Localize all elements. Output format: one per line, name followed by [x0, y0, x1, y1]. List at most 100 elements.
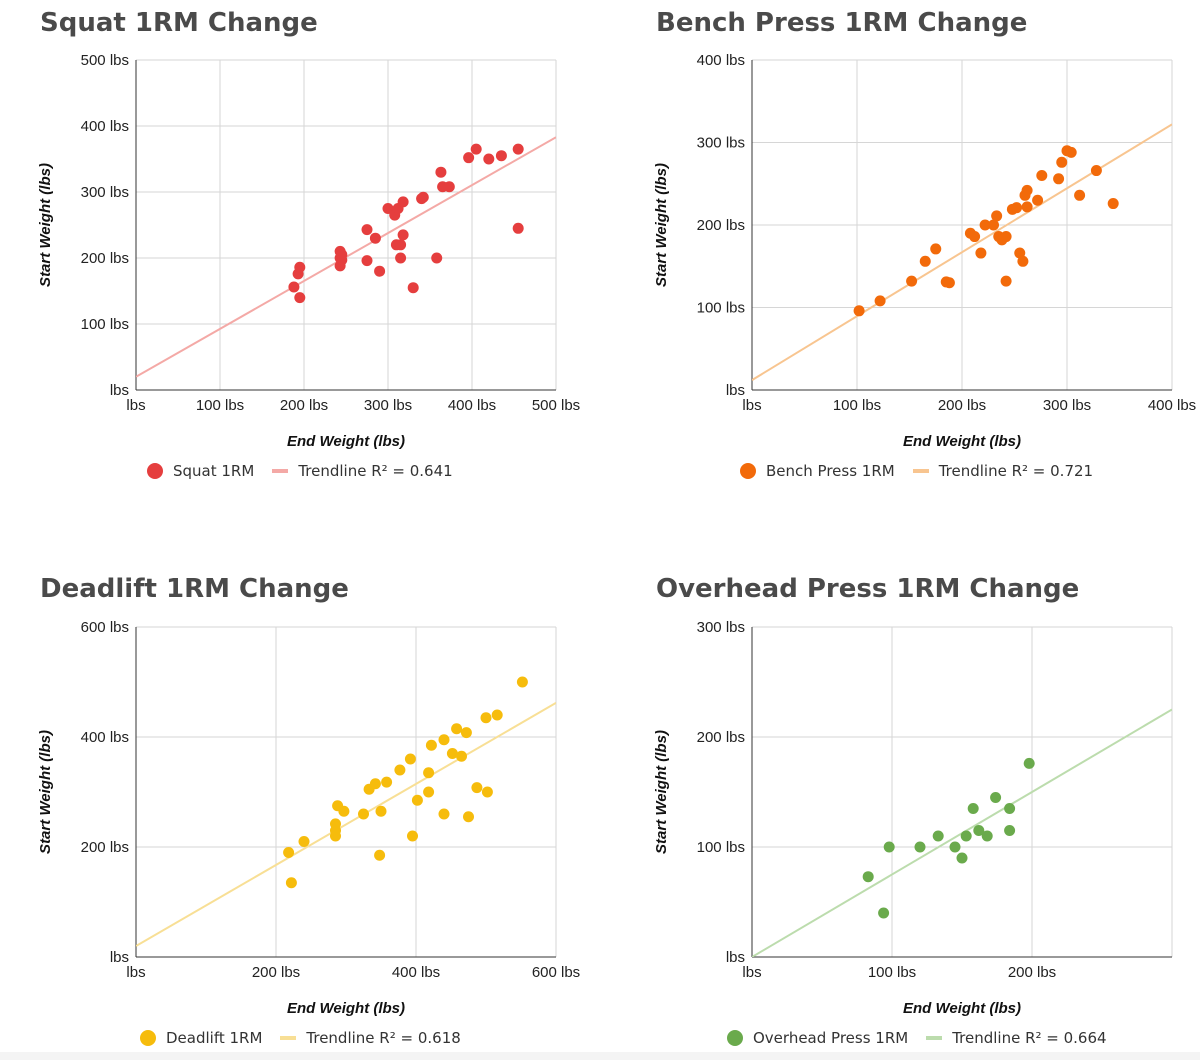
legend-trendline-marker: [912, 469, 929, 473]
data-point: [283, 847, 295, 858]
data-point: [932, 830, 944, 842]
data-point: [374, 265, 386, 277]
data-point: [397, 196, 409, 208]
data-point: [1014, 247, 1026, 259]
data-point: [298, 836, 310, 847]
x-tick-label: 200 lbs: [280, 397, 328, 414]
legend-trendline-label: Trendline R² = 0.641: [298, 462, 453, 480]
legend-series-label: Squat 1RM: [173, 462, 255, 480]
data-point: [463, 152, 475, 164]
page-bottom-strip: [0, 1052, 1200, 1060]
data-point: [1074, 189, 1086, 201]
data-point: [960, 830, 972, 842]
bench-press-scatter-chart: lbs 100 lbs 200 lbs 300 lbs 400 lbs lbs 100 lb…: [653, 52, 1196, 450]
legend-item-series[interactable]: Overhead Press 1RM: [727, 1029, 908, 1047]
data-point: [382, 203, 394, 214]
data-point: [1021, 184, 1033, 196]
legend-trendline-marker: [926, 1036, 943, 1040]
data-point: [512, 143, 524, 155]
data-point: [991, 210, 1003, 222]
legend-series-label: Overhead Press 1RM: [753, 1029, 909, 1047]
x-tick-label: 400 lbs: [392, 964, 440, 981]
data-point: [874, 295, 886, 307]
y-tick-label: 300 lbs: [81, 184, 129, 201]
data-point: [451, 723, 463, 735]
legend-series-marker: [740, 463, 756, 479]
squat-scatter-chart: lbs 100 lbs 200 lbs 300 lbs 400 lbs 500 lbs lb…: [37, 52, 580, 450]
legend-item-series[interactable]: Deadlift 1RM: [140, 1029, 262, 1047]
data-point: [956, 852, 968, 864]
legend-series-label: Bench Press 1RM: [766, 462, 895, 480]
data-point: [1023, 757, 1035, 769]
x-axis-title: End Weight (lbs): [903, 433, 1021, 450]
legend-item-series[interactable]: Squat 1RM: [147, 462, 254, 480]
data-point: [394, 764, 406, 776]
legend-item-trendline[interactable]: Trendline R² = 0.721: [912, 462, 1094, 480]
data-point: [460, 727, 472, 739]
data-point: [878, 907, 890, 919]
squat-chart-title: Squat 1RM Change: [40, 8, 318, 38]
data-point: [288, 281, 300, 293]
data-point: [862, 871, 874, 883]
data-point: [979, 219, 991, 231]
legend-trendline-label: Trendline R² = 0.721: [938, 462, 1094, 480]
y-tick-label: 400 lbs: [81, 118, 129, 135]
y-tick-label: 200 lbs: [81, 839, 129, 856]
data-point: [285, 877, 297, 889]
y-tick-label: 300 lbs: [697, 619, 745, 636]
data-point: [338, 805, 350, 817]
data-point: [1004, 803, 1016, 814]
data-point: [1036, 170, 1048, 181]
y-tick-label: lbs: [726, 949, 745, 966]
y-axis-title: Start Weight (lbs): [653, 163, 670, 287]
overhead-press-scatter-chart: lbs 100 lbs 200 lbs lbs 100 lbs 200 lbs 300 lb…: [653, 619, 1173, 1017]
y-tick-label: 300 lbs: [697, 135, 745, 152]
x-tick-label: 300 lbs: [364, 397, 412, 414]
data-point: [369, 778, 381, 790]
x-tick-label: lbs: [742, 964, 761, 981]
data-point: [990, 792, 1002, 803]
deadlift-chart-title: Deadlift 1RM Change: [40, 574, 349, 604]
legend-series-label: Deadlift 1RM: [166, 1029, 263, 1047]
data-point: [973, 825, 985, 836]
overhead-press-chart-legend: Overhead Press 1RM Trendline R² = 0.664: [727, 1029, 1125, 1047]
data-point: [491, 709, 503, 721]
data-point: [417, 191, 429, 203]
data-point: [358, 808, 369, 820]
data-point: [1021, 201, 1033, 213]
data-point: [949, 841, 961, 853]
data-point: [975, 247, 987, 259]
y-tick-label: 200 lbs: [81, 250, 129, 267]
x-axis-title: End Weight (lbs): [903, 1000, 1021, 1017]
data-point: [407, 830, 418, 842]
data-point: [294, 292, 306, 304]
data-point: [435, 166, 447, 178]
data-point: [495, 150, 507, 162]
data-point: [1107, 198, 1119, 210]
data-point: [1004, 825, 1016, 836]
legend-item-trendline[interactable]: Trendline R² = 0.664: [926, 1029, 1107, 1047]
data-point: [1056, 156, 1068, 168]
data-point: [481, 786, 493, 798]
y-tick-label: lbs: [726, 382, 745, 399]
data-point: [967, 803, 979, 814]
x-tick-label: 400 lbs: [448, 397, 496, 414]
legend-item-trendline[interactable]: Trendline R² = 0.641: [272, 462, 453, 480]
data-point: [969, 231, 981, 243]
legend-series-marker: [147, 463, 163, 479]
legend-item-series[interactable]: Bench Press 1RM: [740, 462, 895, 480]
data-point: [483, 153, 495, 165]
legend-item-trendline[interactable]: Trendline R² = 0.618: [280, 1029, 461, 1047]
data-point: [404, 753, 416, 765]
data-point: [512, 222, 524, 234]
x-tick-label: 200 lbs: [1008, 964, 1056, 981]
deadlift-scatter-chart: lbs 200 lbs 400 lbs 600 lbs lbs 200 lbs 400 lb…: [37, 619, 580, 1017]
x-tick-label: lbs: [126, 964, 145, 981]
data-point: [988, 219, 999, 231]
data-point: [446, 748, 458, 759]
data-point: [1032, 194, 1044, 206]
data-point: [914, 841, 926, 853]
y-tick-label: 200 lbs: [697, 729, 745, 746]
data-point: [456, 750, 467, 762]
data-point: [423, 767, 435, 779]
